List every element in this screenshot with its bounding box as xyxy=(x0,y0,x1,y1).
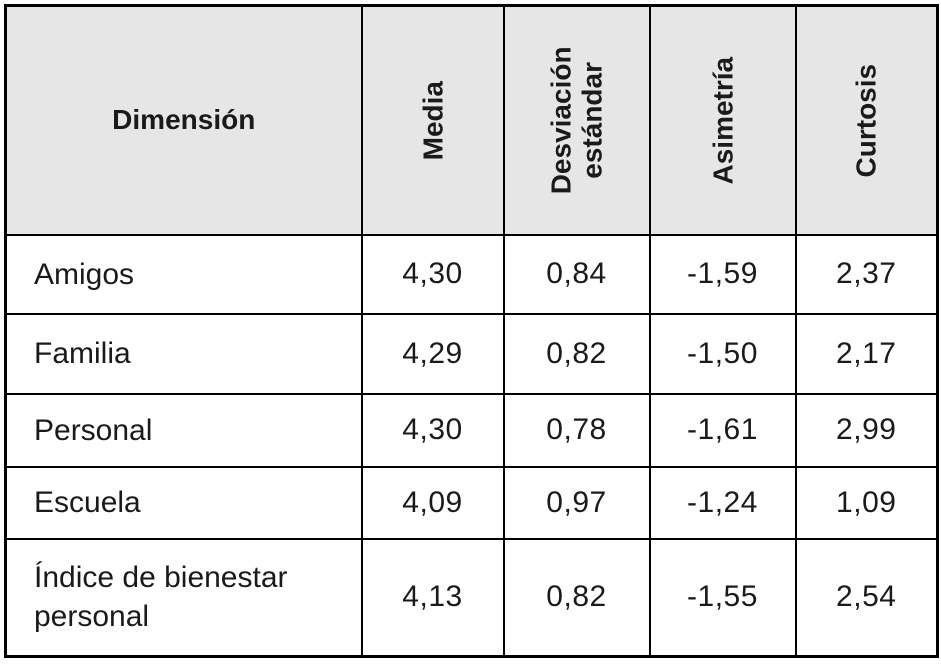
column-header-curtosis-label: Curtosis xyxy=(850,63,882,178)
column-header-asimetria: Asimetría xyxy=(648,4,797,236)
cell-curtosis: 2,99 xyxy=(794,392,939,468)
cell-media: 4,30 xyxy=(360,392,505,468)
column-header-desviacion-estandar: Desviación estándar xyxy=(502,4,651,236)
cell-dimension: Índice de bienestar personal xyxy=(4,537,363,658)
cell-dimension: Personal xyxy=(4,392,363,468)
column-header-curtosis: Curtosis xyxy=(794,4,939,236)
cell-media: 4,29 xyxy=(360,312,505,395)
cell-asimetria: -1,24 xyxy=(648,465,797,540)
cell-media: 4,13 xyxy=(360,537,505,658)
cell-dimension: Amigos xyxy=(4,233,363,315)
cell-desviacion: 0,82 xyxy=(502,537,651,658)
cell-desviacion: 0,78 xyxy=(502,392,651,468)
cell-asimetria: -1,55 xyxy=(648,537,797,658)
column-header-desviacion-estandar-label: Desviación estándar xyxy=(545,46,608,195)
cell-curtosis: 2,54 xyxy=(794,537,939,658)
cell-curtosis: 2,37 xyxy=(794,233,939,315)
cell-curtosis: 1,09 xyxy=(794,465,939,540)
table-row-amigos: Amigos 4,30 0,84 -1,59 2,37 xyxy=(4,233,939,315)
table-row-familia: Familia 4,29 0,82 -1,50 2,17 xyxy=(4,312,939,395)
table-row-personal: Personal 4,30 0,78 -1,61 2,99 xyxy=(4,392,939,468)
cell-asimetria: -1,59 xyxy=(648,233,797,315)
cell-dimension: Familia xyxy=(4,312,363,395)
cell-curtosis: 2,17 xyxy=(794,312,939,395)
column-header-asimetria-label: Asimetría xyxy=(706,56,738,185)
column-header-media-label: Media xyxy=(416,80,448,160)
column-header-dimension: Dimensión xyxy=(4,4,363,236)
descriptive-statistics-table: Dimensión Media Desviación estándar Asim… xyxy=(4,4,939,658)
cell-desviacion: 0,82 xyxy=(502,312,651,395)
cell-asimetria: -1,61 xyxy=(648,392,797,468)
table-row-indice-bienestar-personal: Índice de bienestar personal 4,13 0,82 -… xyxy=(4,537,939,658)
cell-desviacion: 0,84 xyxy=(502,233,651,315)
column-header-media: Media xyxy=(360,4,505,236)
cell-asimetria: -1,50 xyxy=(648,312,797,395)
cell-media: 4,30 xyxy=(360,233,505,315)
column-header-dimension-label: Dimensión xyxy=(112,104,256,136)
cell-desviacion: 0,97 xyxy=(502,465,651,540)
cell-media: 4,09 xyxy=(360,465,505,540)
table-row-escuela: Escuela 4,09 0,97 -1,24 1,09 xyxy=(4,465,939,540)
cell-dimension: Escuela xyxy=(4,465,363,540)
header-row: Dimensión Media Desviación estándar Asim… xyxy=(4,4,939,236)
